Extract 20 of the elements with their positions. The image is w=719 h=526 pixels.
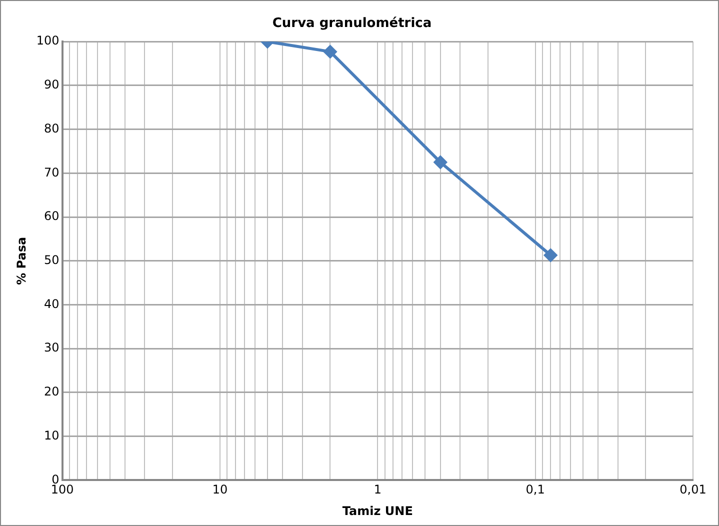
y-tick-label: 50 xyxy=(44,253,60,268)
y-tick-label: 90 xyxy=(44,78,60,92)
x-tick-label: 1 xyxy=(374,482,382,497)
y-tick-label: 80 xyxy=(44,121,60,136)
y-axis-title: % Pasa xyxy=(14,236,28,285)
y-tick-label: 60 xyxy=(44,209,60,224)
y-tick-label: 70 xyxy=(44,165,60,180)
point xyxy=(324,45,337,58)
chart-title: Curva granulométrica xyxy=(272,16,432,32)
y-tick-label: 40 xyxy=(44,296,60,311)
y-tick-label: 30 xyxy=(44,340,60,355)
y-tick-label: 20 xyxy=(44,384,60,399)
x-axis-title: Tamiz UNE xyxy=(342,504,413,518)
y-tick-label: 10 xyxy=(44,428,60,442)
point xyxy=(544,248,558,262)
x-tick-label: 10 xyxy=(212,482,228,497)
x-tick-label: 0,01 xyxy=(680,482,706,497)
point xyxy=(434,156,447,169)
y-tick-label: 100 xyxy=(36,34,60,48)
x-tick-label: 0,1 xyxy=(526,482,545,497)
